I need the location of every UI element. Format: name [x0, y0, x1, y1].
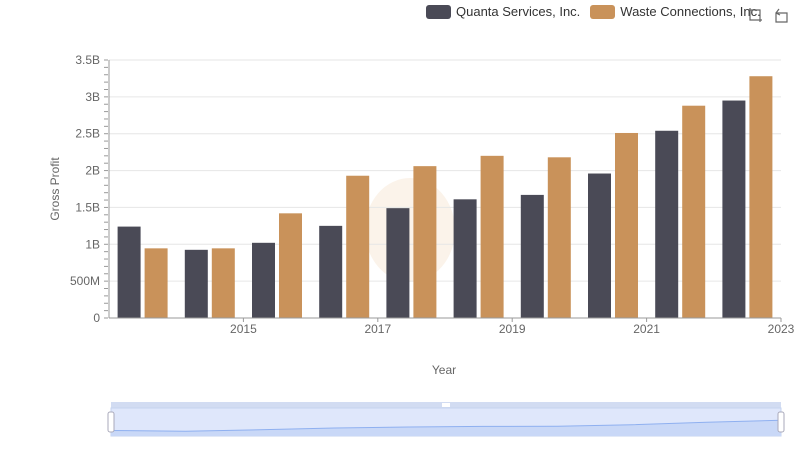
legend-swatch — [590, 4, 616, 19]
bar-waste-2016[interactable] — [279, 213, 302, 318]
y-tick-label: 2B — [85, 164, 100, 178]
bars[interactable] — [117, 76, 773, 319]
bar-waste-2023[interactable] — [749, 76, 773, 319]
bar-waste-2014[interactable] — [144, 248, 168, 318]
zoom-handle-left[interactable] — [107, 411, 115, 433]
bar-waste-2020[interactable] — [547, 157, 571, 318]
zoom-handle-right[interactable] — [777, 411, 785, 433]
legend: Quanta Services, Inc. Waste Connections,… — [426, 4, 771, 19]
y-axis-title: Gross Profit — [48, 157, 62, 221]
y-tick-label: 0 — [93, 311, 100, 325]
legend-label: Quanta Services, Inc. — [456, 4, 581, 19]
restore-icon[interactable] — [773, 7, 789, 23]
legend-swatch — [426, 4, 451, 19]
zoom-icon[interactable] — [747, 7, 763, 23]
bar-waste-2019[interactable] — [480, 155, 504, 318]
y-tick-label: 1B — [85, 237, 100, 251]
x-tick-label: 2017 — [364, 322, 391, 336]
bar-waste-2021[interactable] — [615, 132, 638, 318]
bar-quanta-2023[interactable] — [722, 100, 746, 319]
x-tick-label: 2023 — [768, 322, 795, 336]
zoom-area — [111, 420, 781, 436]
y-tick-label: 500M — [70, 274, 100, 288]
x-axis-title: Year — [432, 363, 456, 377]
bar-quanta-2016[interactable] — [252, 242, 275, 318]
legend-item-waste[interactable]: Waste Connections, Inc. — [590, 4, 761, 19]
x-tick-label: 2021 — [633, 322, 660, 336]
watermark-shape — [365, 178, 455, 282]
legend-label: Waste Connections, Inc. — [620, 4, 761, 19]
y-tick-label: 3B — [85, 90, 100, 104]
zoom-grip[interactable] — [442, 403, 450, 407]
bar-quanta-2020[interactable] — [520, 194, 544, 318]
watermark-logo — [365, 178, 455, 282]
axes: 0 500M 1B 1.5B 2B 2.5B 3B 3.5B 2015 2017 2019 2021 2… — [70, 53, 795, 336]
bar-quanta-2019[interactable] — [453, 199, 477, 318]
legend-item-quanta[interactable]: Quanta Services, Inc. — [426, 4, 580, 19]
y-tick-label: 3.5B — [75, 53, 100, 67]
bar-quanta-2021[interactable] — [588, 173, 611, 318]
y-tick-label: 1.5B — [75, 200, 100, 214]
bar-quanta-2017[interactable] — [319, 225, 343, 318]
x-tick-label: 2019 — [499, 322, 526, 336]
bar-quanta-2015[interactable] — [184, 249, 208, 318]
bar-quanta-2018[interactable] — [386, 208, 410, 318]
bar-quanta-2014[interactable] — [117, 226, 141, 318]
zoom-trend-line — [110, 419, 782, 432]
data-zoom-slider[interactable] — [107, 402, 785, 437]
x-tick-label: 2015 — [230, 322, 257, 336]
bar-waste-2017[interactable] — [346, 175, 370, 318]
bar-waste-2015[interactable] — [211, 248, 235, 318]
y-tick-label: 2.5B — [75, 127, 100, 141]
bar-waste-2022[interactable] — [682, 105, 706, 319]
grid-lines — [109, 59, 781, 282]
bar-waste-2018[interactable] — [413, 166, 437, 318]
bar-quanta-2022[interactable] — [655, 130, 679, 318]
